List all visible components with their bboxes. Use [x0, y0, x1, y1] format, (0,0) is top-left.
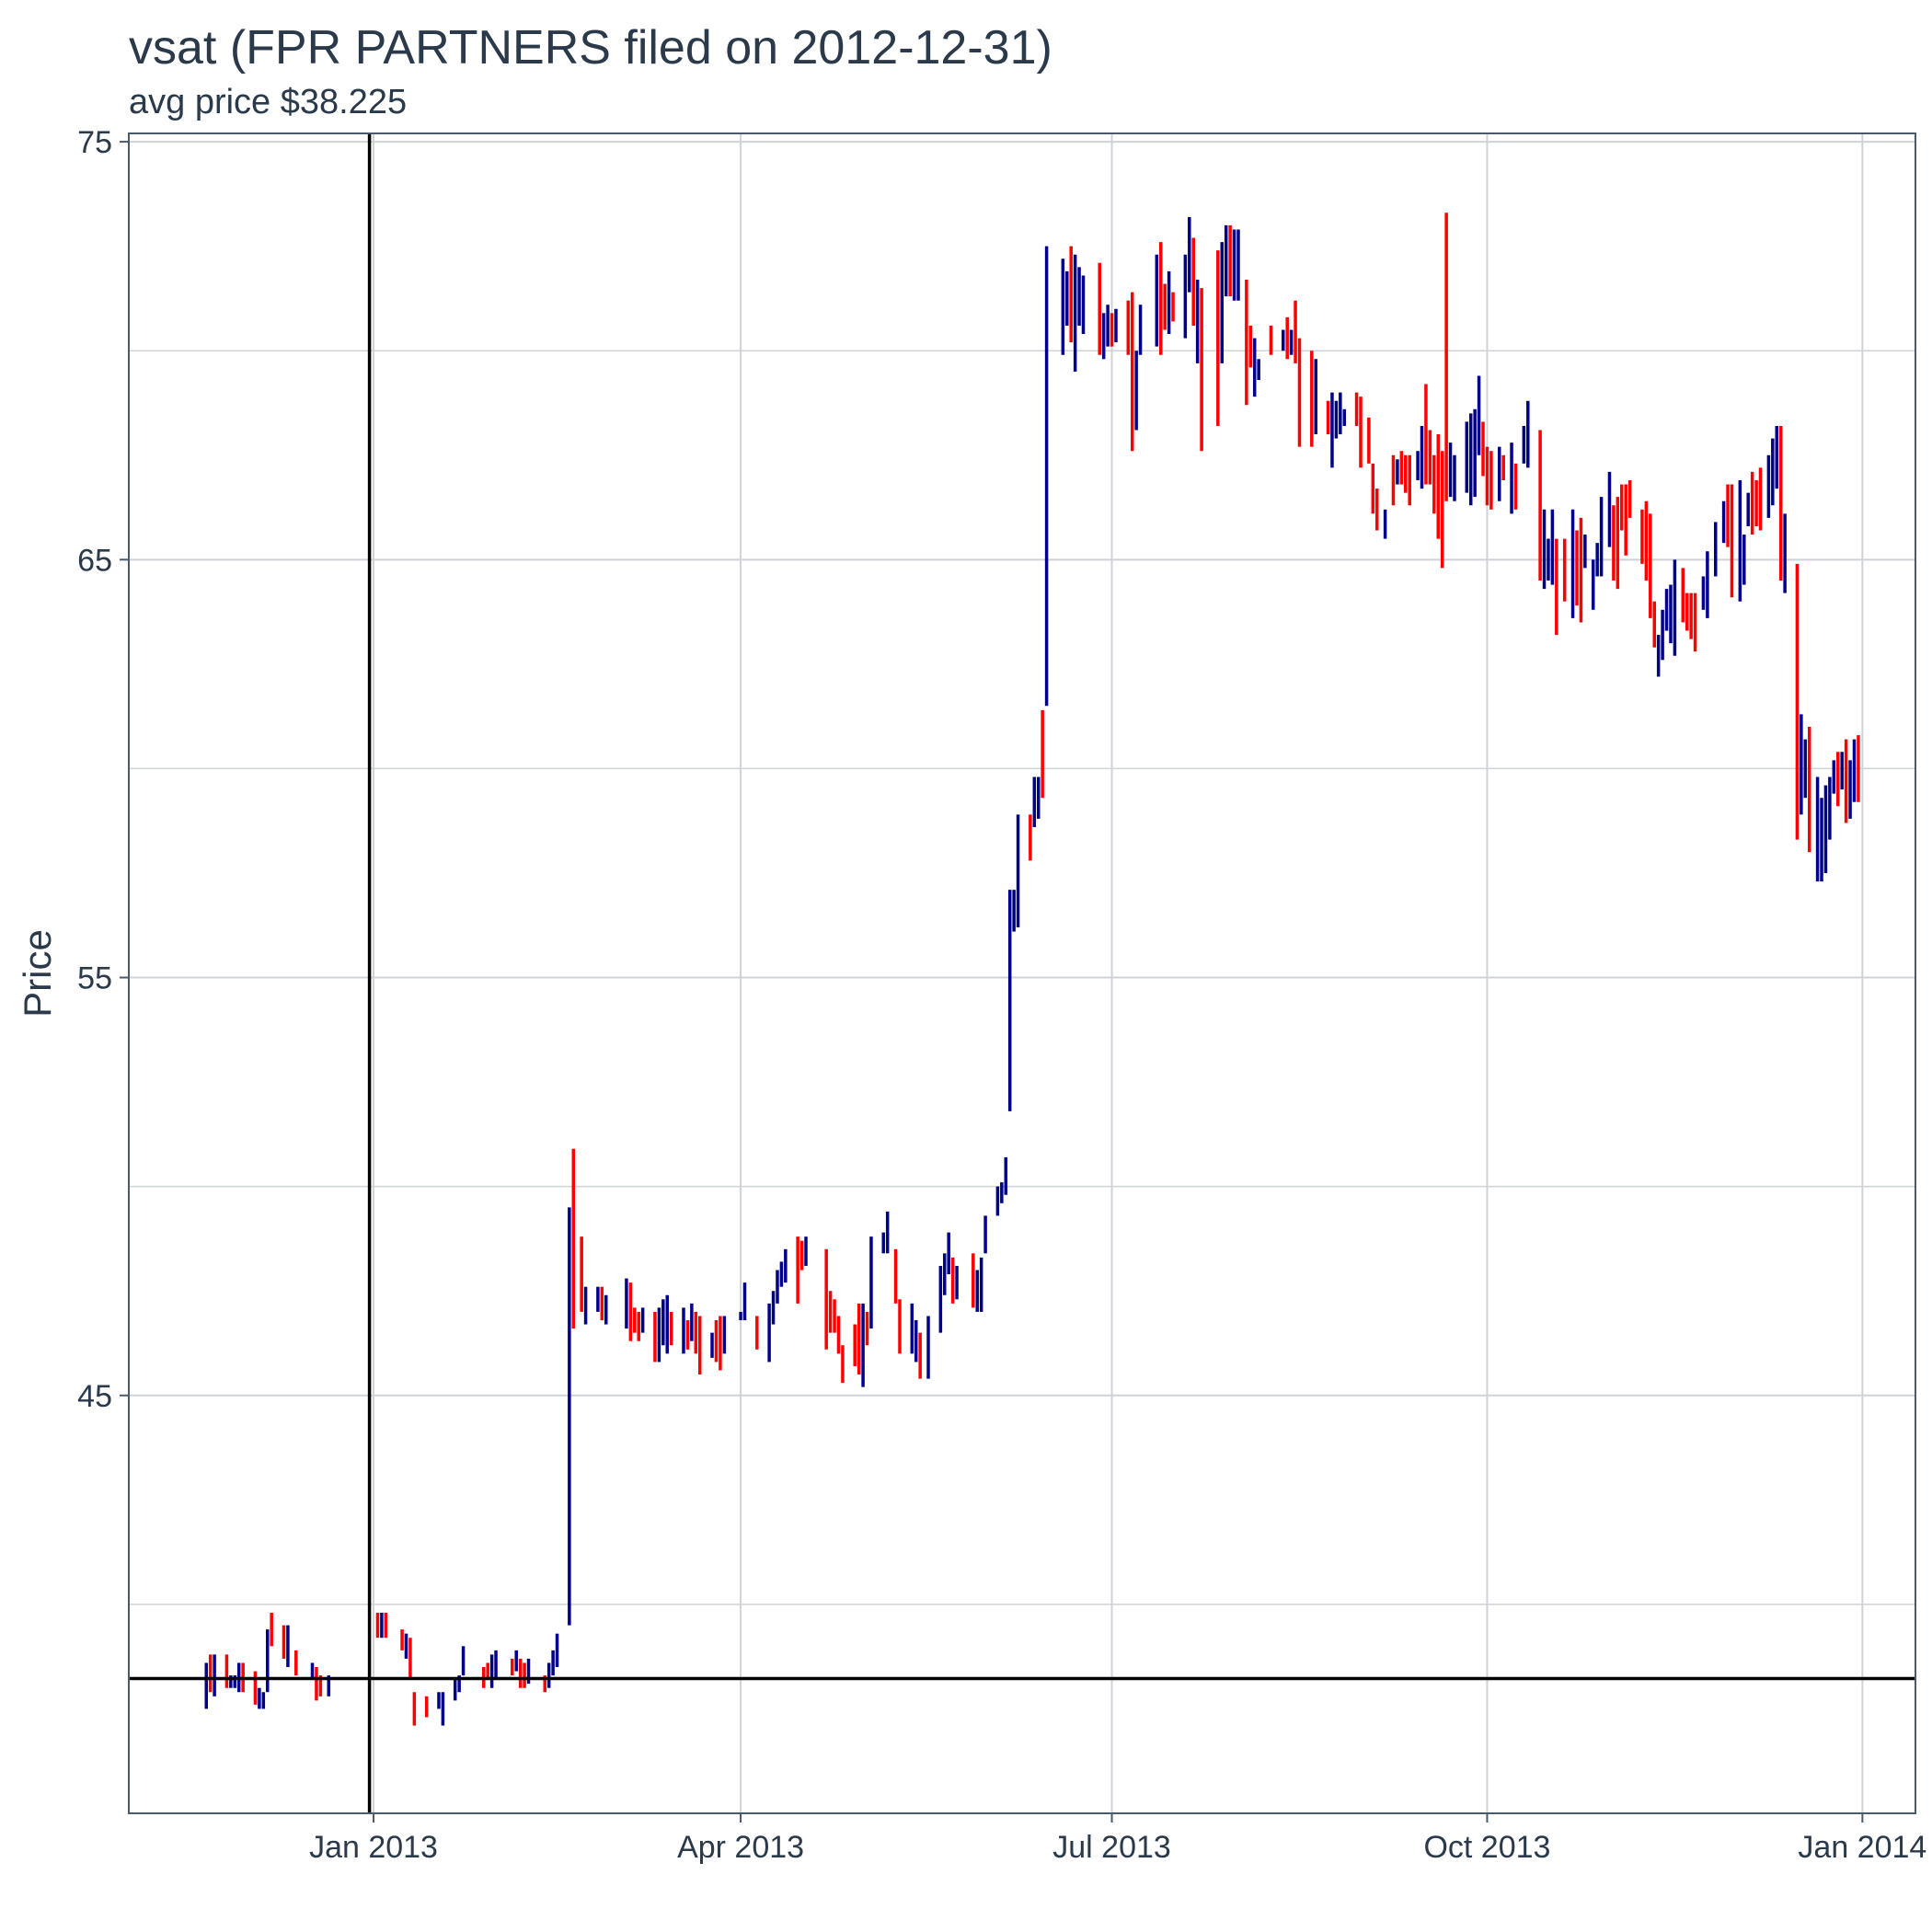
- y-tick-label: 75: [77, 125, 112, 160]
- chart-title: vsat (FPR PARTNERS filed on 2012-12-31): [129, 21, 1052, 75]
- panel-border: [128, 132, 1916, 1814]
- y-axis: 45 55 65 75: [77, 125, 129, 1414]
- x-tick-label: Jul 2013: [1052, 1830, 1171, 1865]
- ohlc-bars: [204, 213, 1860, 1726]
- y-axis-title: Price: [16, 929, 59, 1018]
- reference-lines: [129, 133, 1915, 1813]
- x-tick-label: Apr 2013: [677, 1830, 804, 1865]
- x-tick-label: Jan 2014: [1798, 1830, 1926, 1865]
- y-tick-label: 45: [77, 1379, 112, 1414]
- y-tick-label: 65: [77, 543, 112, 578]
- y-tick-label: 55: [77, 961, 112, 996]
- x-tick-label: Oct 2013: [1423, 1830, 1550, 1865]
- x-tick-label: Jan 2013: [309, 1830, 438, 1865]
- chart-subtitle: avg price $38.225: [129, 83, 408, 121]
- grid: [129, 133, 1915, 1813]
- x-axis: Jan 2013 Apr 2013 Jul 2013 Oct 2013 Jan 2014: [309, 1813, 1926, 1865]
